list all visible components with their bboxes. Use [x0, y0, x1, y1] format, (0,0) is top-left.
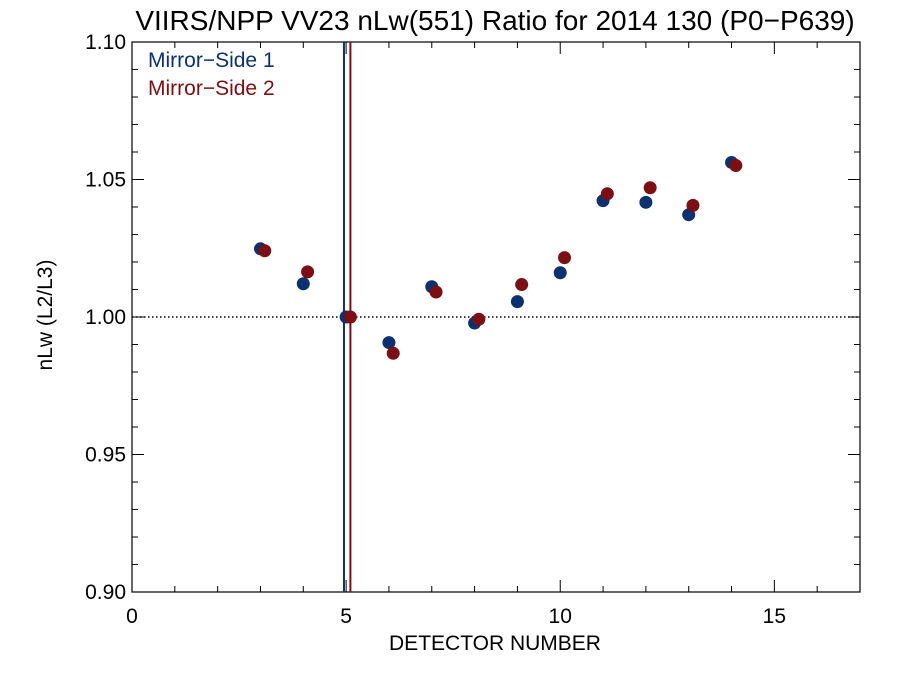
- data-point-series-2: [686, 198, 700, 212]
- y-tick-label: 0.95: [85, 444, 126, 467]
- plot-area: 0 5 10 15 0.90 0.95 1.00 1.05 1.10 Mirror−Side 1 M…: [85, 31, 861, 628]
- data-point-series-2: [429, 285, 443, 299]
- data-point-series-2: [558, 251, 572, 265]
- data-point-series-2: [343, 310, 357, 324]
- x-tick-label: 0: [126, 605, 138, 628]
- data-point-series-2: [301, 265, 315, 279]
- chart-title: VIIRS/NPP VV23 nLw(551) Ratio for 2014 1…: [135, 5, 854, 36]
- data-point-series-2: [729, 158, 743, 172]
- y-tick-label: 1.00: [85, 306, 126, 329]
- y-tick-label: 0.90: [85, 581, 126, 604]
- y-axis-label: nLw (L2/L3): [34, 260, 57, 371]
- x-tick-label: 5: [340, 605, 352, 628]
- x-tick-label: 10: [549, 605, 572, 628]
- data-point-series-1: [296, 277, 310, 291]
- legend-entry: Mirror−Side 2: [148, 77, 275, 100]
- data-point-series-2: [600, 187, 614, 201]
- data-point-series-1: [639, 195, 653, 209]
- data-point-series-2: [258, 244, 272, 258]
- data-point-series-1: [382, 336, 396, 350]
- data-point-series-1: [553, 266, 567, 280]
- y-tick-label: 1.05: [85, 169, 126, 192]
- data-point-series-1: [510, 295, 524, 309]
- x-tick-label: 15: [763, 605, 786, 628]
- data-point-series-2: [472, 312, 486, 326]
- x-axis-label: DETECTOR NUMBER: [389, 632, 601, 655]
- data-point-series-2: [386, 346, 400, 360]
- legend-entry: Mirror−Side 1: [148, 49, 275, 72]
- data-point-series-2: [515, 278, 529, 292]
- data-point-series-2: [643, 181, 657, 195]
- y-tick-label: 1.10: [85, 31, 126, 54]
